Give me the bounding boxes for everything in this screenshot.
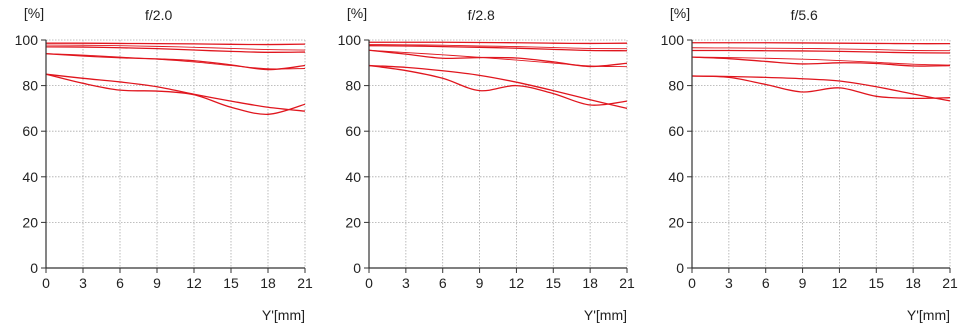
chart-panel-1: 0 3 6 9 12 15 18 21 0 20 40 60 80 100 [%] f/2.0 Y'[mm] xyxy=(15,5,313,323)
x-tick-label: 6 xyxy=(762,275,770,291)
x-tick-label: 6 xyxy=(116,275,124,291)
y-tick-label: 0 xyxy=(30,260,38,276)
x-tick-label: 12 xyxy=(509,275,525,291)
x-tick-label: 0 xyxy=(42,275,50,291)
x-tick-label: 12 xyxy=(186,275,202,291)
x-tick-label: 21 xyxy=(297,275,313,291)
y-axis-unit-label: [%] xyxy=(670,5,690,21)
y-tick-label: 40 xyxy=(22,169,38,185)
series-line-4 xyxy=(691,56,951,66)
x-tick-label: 15 xyxy=(223,275,239,291)
series-line-5 xyxy=(691,56,951,67)
x-axis-label: Y'[mm] xyxy=(584,307,627,323)
x-tick-label: 6 xyxy=(439,275,447,291)
series-line-6 xyxy=(691,75,951,102)
y-tick-label: 80 xyxy=(668,78,684,94)
y-tick-label: 20 xyxy=(668,214,684,230)
x-tick-label: 15 xyxy=(545,275,561,291)
x-tick-label: 18 xyxy=(260,275,276,291)
x-tick-label: 12 xyxy=(832,275,848,291)
x-tick-label: 21 xyxy=(942,275,958,291)
series-line-2 xyxy=(691,47,951,52)
series-line-1 xyxy=(692,42,951,45)
series-line-6 xyxy=(45,73,306,112)
y-tick-label: 0 xyxy=(676,260,684,276)
chart-panel-3: 0 3 6 9 12 15 18 21 0 20 40 60 80 100 [%] f/5.6 Y'[mm] xyxy=(661,5,958,323)
series-line-7 xyxy=(45,73,306,115)
series-line-4 xyxy=(45,53,306,70)
y-tick-label: 20 xyxy=(22,214,38,230)
y-tick-label: 60 xyxy=(22,123,38,139)
series-line-6 xyxy=(368,64,628,110)
series-line-7 xyxy=(691,75,951,100)
x-tick-label: 3 xyxy=(79,275,87,291)
series-line-1 xyxy=(45,42,306,46)
panel-title: f/2.8 xyxy=(468,7,495,23)
y-tick-label: 40 xyxy=(345,169,361,185)
x-tick-label: 9 xyxy=(799,275,807,291)
y-tick-label: 100 xyxy=(15,32,39,48)
y-tick-label: 80 xyxy=(22,78,38,94)
y-axis-unit-label: [%] xyxy=(24,5,44,21)
series-line-7 xyxy=(368,64,628,106)
panel-title: f/2.0 xyxy=(145,7,172,23)
series-line-3 xyxy=(45,46,306,53)
series-line-5 xyxy=(368,49,628,68)
y-tick-label: 100 xyxy=(338,32,362,48)
x-tick-label: 9 xyxy=(153,275,161,291)
series-line-3 xyxy=(691,49,951,54)
y-tick-label: 20 xyxy=(345,214,361,230)
x-tick-label: 3 xyxy=(402,275,410,291)
series-line-2 xyxy=(45,44,306,51)
series-line-4 xyxy=(368,49,628,68)
x-tick-label: 18 xyxy=(905,275,921,291)
y-tick-label: 80 xyxy=(345,78,361,94)
y-tick-label: 60 xyxy=(345,123,361,139)
y-axis-unit-label: [%] xyxy=(347,5,367,21)
x-tick-label: 0 xyxy=(688,275,696,291)
series-line-3 xyxy=(368,45,628,52)
x-axis-label: Y'[mm] xyxy=(907,307,950,323)
series-line-5 xyxy=(45,53,306,71)
x-tick-label: 0 xyxy=(365,275,373,291)
x-tick-label: 3 xyxy=(725,275,733,291)
x-tick-label: 21 xyxy=(619,275,635,291)
chart-panel-2: 0 3 6 9 12 15 18 21 0 20 40 60 80 100 [%] f/2.8 Y'[mm] xyxy=(338,5,635,323)
x-tick-label: 9 xyxy=(476,275,484,291)
x-tick-label: 15 xyxy=(868,275,884,291)
panel-title: f/5.6 xyxy=(791,7,818,23)
y-tick-label: 60 xyxy=(668,123,684,139)
series-line-2 xyxy=(368,44,628,50)
x-axis-label: Y'[mm] xyxy=(262,307,305,323)
y-tick-label: 40 xyxy=(668,169,684,185)
x-tick-label: 18 xyxy=(582,275,598,291)
series-line-1 xyxy=(369,41,628,45)
y-tick-label: 0 xyxy=(353,260,361,276)
y-tick-label: 100 xyxy=(661,32,685,48)
